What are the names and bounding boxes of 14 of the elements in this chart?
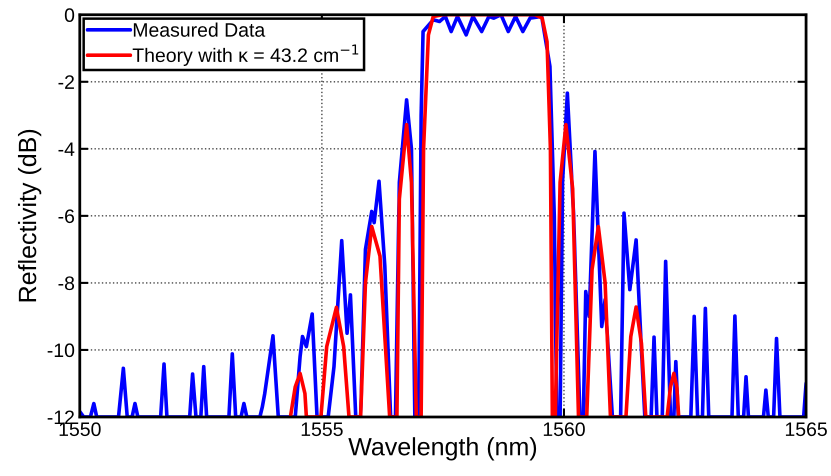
- legend-label: Theory with κ = 43.2 cm$^{−1}$: [132, 44, 358, 66]
- x-tick-label: 1560: [544, 422, 585, 436]
- y-tick-label: -8: [58, 276, 74, 290]
- legend-label: Measured Data: [134, 22, 266, 37]
- y-axis-title: Reflectivity (dB): [18, 130, 42, 302]
- y-tick-label: 0: [64, 8, 74, 22]
- x-axis-title: Wavelength (nm): [348, 437, 536, 460]
- x-tick-label: 1565: [786, 422, 827, 436]
- y-tick-label: -6: [58, 209, 74, 224]
- y-tick-label: -2: [58, 75, 74, 89]
- y-tick-label: -4: [58, 142, 74, 156]
- x-tick-label: 1550: [60, 422, 101, 436]
- x-tick-label: 1555: [302, 422, 343, 436]
- y-tick-label: -10: [48, 343, 74, 358]
